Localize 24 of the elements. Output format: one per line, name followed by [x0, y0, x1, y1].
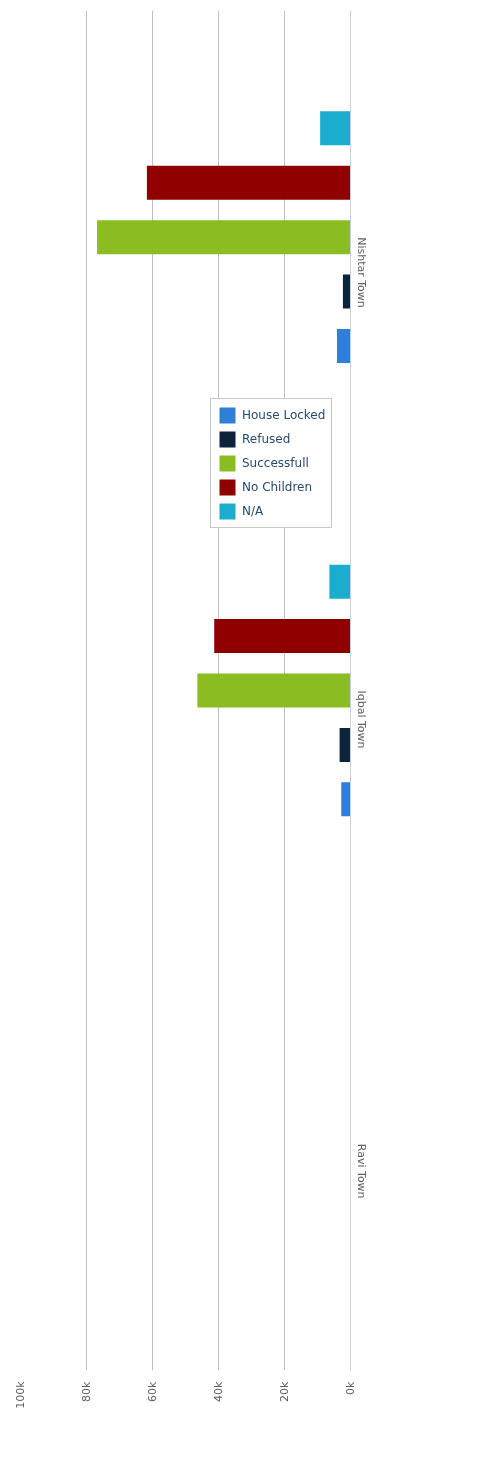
bar — [339, 727, 351, 762]
bar — [341, 782, 351, 817]
legend-label: House Locked — [242, 408, 326, 423]
bar — [214, 619, 351, 654]
bar — [197, 673, 351, 708]
bar — [146, 165, 351, 200]
legend-label: Refused — [242, 432, 291, 447]
bar — [329, 564, 351, 599]
legend-label: Successfull — [242, 456, 309, 471]
y-tick-label: Ravi Town — [355, 1143, 368, 1199]
x-tick-label: 100k — [14, 1380, 27, 1409]
x-tick-label: 60k — [146, 1380, 159, 1402]
legend-label: No Children — [242, 480, 313, 495]
x-tick-label: 0k — [344, 1380, 357, 1395]
x-tick-label: 80k — [80, 1380, 93, 1402]
x-tick-label: 40k — [212, 1380, 225, 1402]
x-tick-label: 20k — [278, 1380, 291, 1402]
y-tick-label: Iqbal Town — [355, 690, 368, 749]
y-tick-label: Nishtar Town — [355, 237, 368, 308]
bar — [342, 274, 351, 309]
bar — [97, 220, 351, 255]
bar — [320, 111, 351, 146]
bar — [336, 328, 351, 363]
legend-label: N/A — [242, 504, 264, 519]
